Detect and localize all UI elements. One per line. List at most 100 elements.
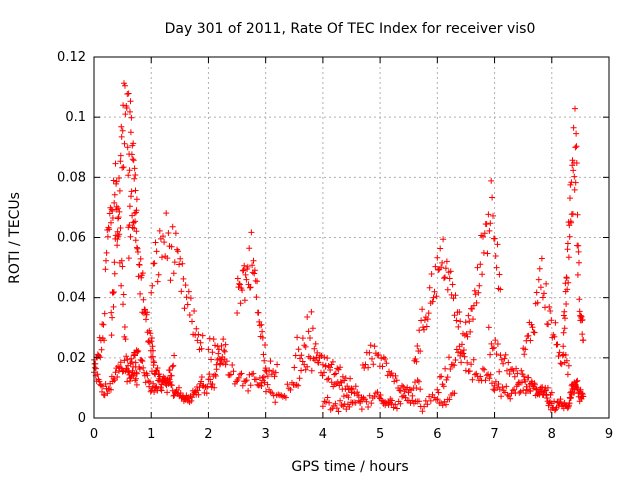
data-point	[558, 361, 565, 368]
data-point	[148, 335, 155, 341]
data-point	[203, 390, 210, 397]
data-point	[521, 351, 528, 358]
data-point	[115, 214, 122, 221]
data-point	[481, 230, 488, 237]
data-point	[516, 389, 523, 396]
data-point	[567, 181, 574, 188]
data-point	[234, 275, 241, 282]
data-point	[528, 321, 535, 328]
data-point	[524, 386, 531, 393]
data-point	[563, 357, 570, 364]
data-point	[304, 363, 311, 370]
data-point	[434, 386, 441, 393]
data-point	[399, 382, 405, 389]
x-tick-label: 3	[262, 427, 270, 442]
data-point	[146, 327, 153, 334]
data-point	[121, 140, 128, 147]
data-point	[126, 167, 133, 174]
data-point	[536, 265, 543, 272]
data-point	[127, 108, 133, 115]
data-point	[328, 361, 335, 368]
data-point	[125, 369, 132, 376]
data-point	[467, 328, 474, 335]
data-point	[552, 319, 559, 326]
data-point	[120, 291, 127, 298]
data-point	[469, 305, 476, 312]
data-point	[397, 387, 404, 394]
data-point	[562, 315, 568, 322]
data-point	[566, 400, 573, 407]
data-point	[520, 387, 527, 394]
data-point	[237, 371, 244, 378]
data-point	[212, 373, 219, 379]
data-point	[195, 331, 202, 338]
data-point	[363, 398, 370, 405]
data-point	[100, 321, 107, 328]
data-point	[439, 259, 446, 266]
data-point	[557, 396, 564, 403]
data-point	[287, 386, 294, 393]
data-point	[114, 242, 121, 249]
data-point	[332, 400, 339, 407]
data-point	[171, 259, 178, 266]
data-point	[438, 264, 445, 271]
data-point	[131, 370, 138, 377]
data-point	[520, 373, 527, 380]
data-point	[344, 383, 351, 390]
data-point	[457, 318, 464, 325]
data-point	[446, 275, 453, 282]
data-point	[433, 293, 440, 300]
data-point	[117, 225, 124, 231]
data-point	[245, 387, 252, 394]
data-point	[130, 140, 137, 147]
data-point	[523, 383, 530, 390]
data-point	[134, 349, 141, 355]
data-point	[315, 359, 322, 366]
data-point	[442, 265, 449, 272]
data-point	[132, 359, 139, 366]
data-point	[339, 373, 346, 380]
data-point	[551, 333, 558, 340]
data-point	[117, 359, 124, 366]
x-tick-label: 8	[548, 427, 556, 442]
data-point	[568, 219, 575, 226]
data-point	[488, 177, 495, 184]
data-point	[577, 386, 584, 393]
data-point	[129, 156, 136, 163]
data-point	[304, 314, 311, 320]
data-point	[115, 233, 122, 240]
data-point	[239, 267, 246, 274]
data-point	[132, 172, 139, 178]
data-point	[159, 254, 165, 261]
data-point	[432, 263, 439, 270]
data-point	[133, 228, 140, 235]
y-tick-label: 0.04	[57, 291, 86, 306]
data-point	[438, 373, 445, 380]
chart-title: Day 301 of 2011, Rate Of TEC Index for r…	[165, 21, 536, 37]
y-tick-label: 0	[78, 411, 86, 426]
data-point	[296, 375, 303, 382]
data-point	[486, 375, 493, 382]
data-point	[129, 367, 136, 374]
data-point	[138, 357, 145, 364]
data-point	[166, 367, 173, 374]
data-point	[443, 376, 450, 383]
data-point	[108, 219, 114, 226]
data-point	[116, 175, 122, 181]
x-tick-label: 1	[147, 427, 155, 442]
data-point	[492, 253, 499, 259]
data-point	[388, 370, 395, 377]
data-point	[165, 230, 172, 236]
data-point	[397, 400, 404, 407]
data-point	[291, 364, 298, 371]
data-point	[111, 199, 118, 206]
data-point	[236, 281, 243, 288]
data-point	[319, 361, 326, 368]
data-point	[179, 260, 186, 267]
data-point	[270, 368, 277, 375]
data-point	[563, 275, 570, 282]
data-point	[262, 365, 269, 372]
data-point	[414, 343, 421, 349]
data-point	[567, 195, 573, 202]
data-point	[466, 318, 473, 325]
